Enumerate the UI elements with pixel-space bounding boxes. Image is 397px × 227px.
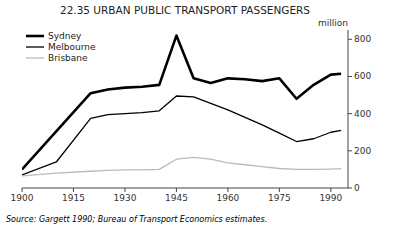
y-tick	[348, 150, 352, 151]
series-line	[22, 36, 341, 170]
x-axis-line	[22, 188, 348, 189]
y-tick-label: 200	[354, 146, 371, 156]
plot-area	[22, 36, 341, 176]
x-tick-label: 1900	[11, 193, 34, 203]
y-axis-line	[348, 30, 349, 188]
y-tick-label: 400	[354, 109, 371, 119]
x-tick	[124, 188, 125, 192]
y-tick-label: 600	[354, 71, 371, 81]
x-tick	[279, 188, 280, 192]
y-axis-label: million	[318, 18, 348, 28]
legend-label: Brisbane	[48, 53, 88, 63]
series-line	[22, 96, 341, 175]
source-note: Source: Gargett 1990; Bureau of Transpor…	[6, 215, 267, 224]
x-tick-label: 1930	[113, 193, 136, 203]
x-tick-label: 1945	[165, 193, 188, 203]
y-tick-label: 800	[354, 34, 371, 44]
series-line	[22, 157, 341, 176]
x-tick-label: 1915	[62, 193, 85, 203]
x-tick	[330, 188, 331, 192]
y-tick	[348, 113, 352, 114]
x-tick	[22, 188, 23, 192]
legend-swatch	[26, 57, 44, 58]
legend-label: Sydney	[48, 31, 82, 41]
y-tick	[348, 39, 352, 40]
legend-swatch	[26, 46, 44, 47]
x-tick	[227, 188, 228, 192]
x-tick	[73, 188, 74, 192]
x-tick-label: 1960	[216, 193, 239, 203]
y-tick	[348, 76, 352, 77]
legend-label: Melbourne	[48, 42, 96, 52]
chart: 22.35 URBAN PUBLIC TRANSPORT PASSENGERS m…	[0, 0, 397, 227]
y-tick	[348, 188, 352, 189]
x-tick	[176, 188, 177, 192]
title: 22.35 URBAN PUBLIC TRANSPORT PASSENGERS	[60, 4, 310, 16]
x-tick-label: 1990	[319, 193, 342, 203]
y-tick-label: 0	[354, 183, 360, 193]
legend: SydneyMelbourneBrisbane	[26, 31, 96, 63]
legend-swatch	[26, 35, 44, 38]
x-tick-label: 1975	[268, 193, 291, 203]
